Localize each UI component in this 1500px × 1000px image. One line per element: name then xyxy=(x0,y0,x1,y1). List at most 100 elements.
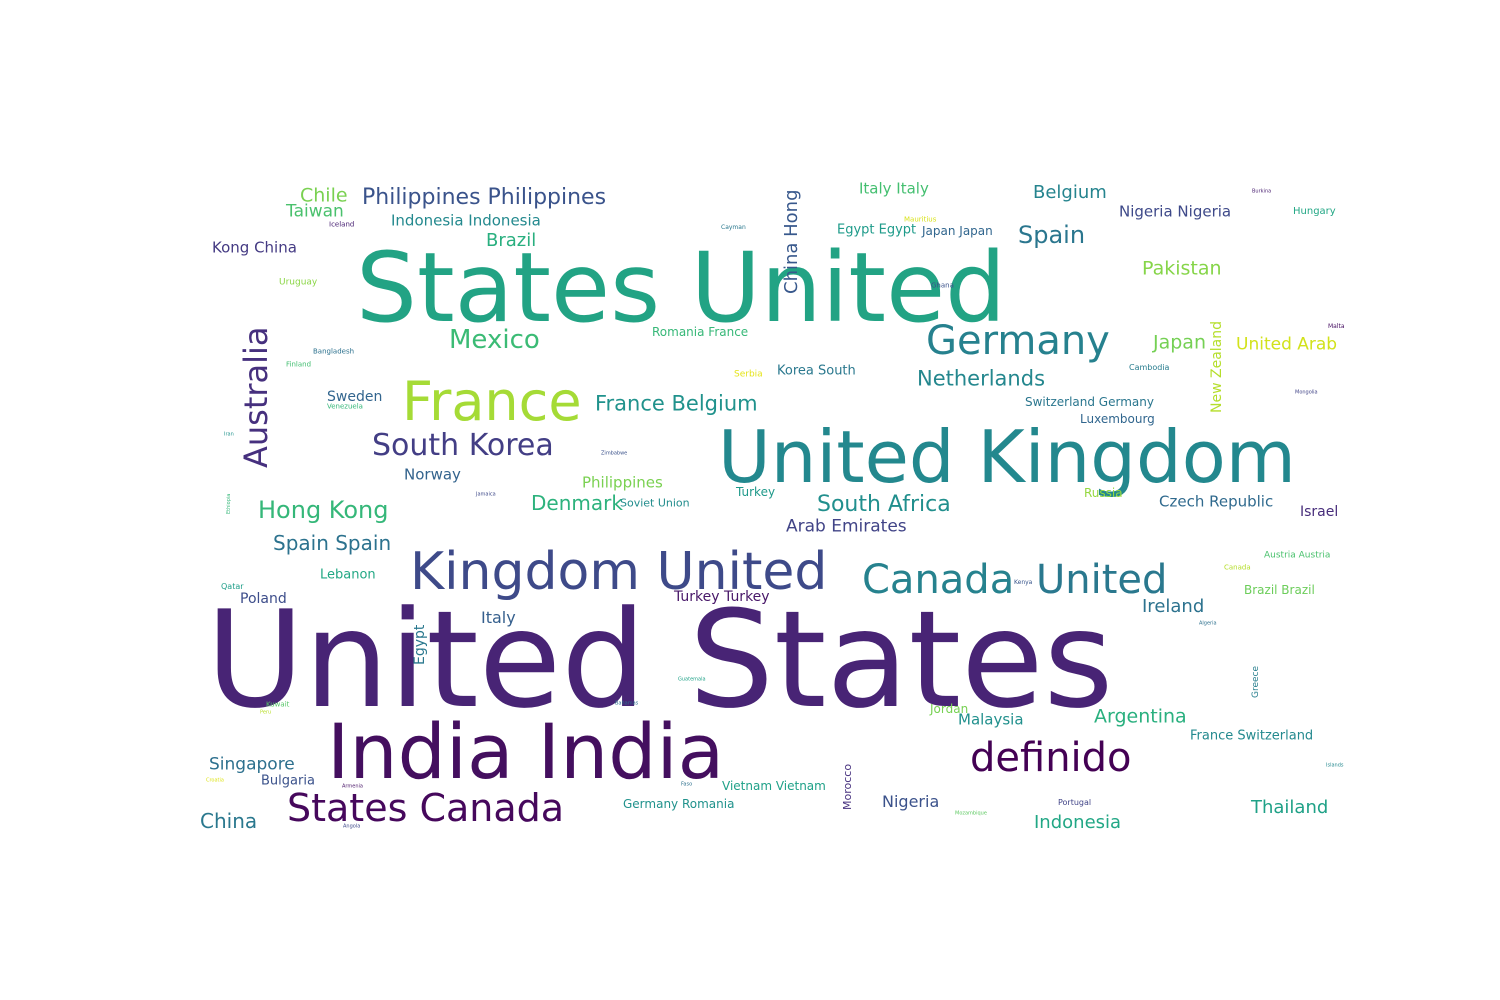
word-argentina: Argentina xyxy=(1094,705,1187,728)
word-zimbabwe: Zimbabwe xyxy=(601,450,628,457)
word-luxembourg: Luxembourg xyxy=(1080,412,1155,426)
word-south-africa: South Africa xyxy=(817,492,951,517)
word-islands: Islands xyxy=(1326,762,1344,769)
word-kuwait: Kuwait xyxy=(266,700,290,709)
word-armenia: Armenia xyxy=(342,783,363,790)
word-indonesia: Indonesia xyxy=(1034,812,1122,833)
word-cayman: Cayman xyxy=(721,224,746,231)
word-spain: Spain xyxy=(1018,221,1086,249)
word-states-united: States United xyxy=(356,232,1007,344)
word-sweden: Sweden xyxy=(327,389,383,405)
word-austria-austria: Austria Austria xyxy=(1264,550,1331,561)
word-france-switzerland: France Switzerland xyxy=(1190,728,1314,744)
word-switzerland-germany: Switzerland Germany xyxy=(1025,395,1154,409)
word-ethiopia: Ethiopia xyxy=(226,493,232,514)
word-peru: Peru xyxy=(260,709,272,716)
word-jordan: Jordan xyxy=(930,702,969,716)
word-mozambique: Mozambique xyxy=(955,810,987,817)
word-malta: Malta xyxy=(1328,323,1345,330)
word-france: France xyxy=(402,370,582,433)
word-uruguay: Uruguay xyxy=(279,277,318,288)
word-brazil-brazil: Brazil Brazil xyxy=(1244,583,1315,597)
word-egypt-egypt: Egypt Egypt xyxy=(837,222,917,238)
word-poland: Poland xyxy=(240,591,287,607)
word-states-canada: States Canada xyxy=(287,786,565,830)
word-czech-republic: Czech Republic xyxy=(1159,492,1274,511)
word-netherlands: Netherlands xyxy=(917,366,1046,391)
word-united-arab: United Arab xyxy=(1236,334,1338,355)
word-france-belgium: France Belgium xyxy=(595,391,758,416)
word-italy: Italy xyxy=(481,608,516,627)
word-canada: Canada xyxy=(1224,563,1251,572)
word-australia: Australia xyxy=(237,326,275,468)
word-nigeria: Nigeria xyxy=(882,792,940,811)
word-burkina: Burkina xyxy=(1252,188,1272,195)
word-taiwan: Taiwan xyxy=(286,201,344,222)
word-kong-china: Kong China xyxy=(212,238,297,257)
word-india-india: India India xyxy=(327,707,725,796)
word-faso: Faso xyxy=(681,781,693,788)
word-greece: Greece xyxy=(1251,665,1261,698)
word-algeria: Algeria xyxy=(1199,620,1217,627)
word-cambodia: Cambodia xyxy=(1129,363,1170,372)
word-spain-spain: Spain Spain xyxy=(273,531,392,555)
word-singapore: Singapore xyxy=(209,754,295,775)
word-mexico: Mexico xyxy=(449,325,540,355)
word-iran: Iran xyxy=(224,431,234,438)
word-egypt: Egypt xyxy=(412,624,428,665)
word-definido: definido xyxy=(970,735,1132,781)
word-turkey-turkey: Turkey Turkey xyxy=(674,589,770,605)
word-romania-france: Romania France xyxy=(652,325,749,339)
word-chile: Chile xyxy=(300,184,348,207)
word-jamaica: Jamaica xyxy=(476,491,496,498)
word-malaysia: Malaysia xyxy=(958,710,1024,729)
word-turkey: Turkey xyxy=(736,485,776,499)
word-south-korea: South Korea xyxy=(372,428,554,463)
word-venezuela: Venezuela xyxy=(327,402,363,411)
word-kenya: Kenya xyxy=(1014,579,1033,586)
word-new-zealand: New Zealand xyxy=(1209,321,1225,413)
word-qatar: Qatar xyxy=(221,582,244,591)
word-belgium: Belgium xyxy=(1033,182,1107,203)
word-japan-japan: Japan Japan xyxy=(922,224,993,238)
word-ghana: Ghana xyxy=(931,281,954,290)
word-croatia: Croatia xyxy=(206,777,224,784)
word-indonesia-indonesia: Indonesia Indonesia xyxy=(391,211,541,230)
word-soviet-union: Soviet Union xyxy=(620,496,690,510)
word-nigeria-nigeria: Nigeria Nigeria xyxy=(1119,202,1232,221)
word-mongolia: Mongolia xyxy=(1295,389,1318,396)
word-guatemala: Guatemala xyxy=(678,676,706,683)
word-serbia: Serbia xyxy=(734,369,763,380)
word-china-hong: China Hong xyxy=(781,189,802,294)
word-bulgaria: Bulgaria xyxy=(261,773,315,789)
word-angola: Angola xyxy=(343,823,361,830)
word-lebanon: Lebanon xyxy=(320,567,376,583)
word-united: United xyxy=(1036,557,1168,603)
word-germany: Germany xyxy=(926,318,1110,364)
word-israel: Israel xyxy=(1300,504,1339,520)
word-united-states: United States xyxy=(206,582,1114,738)
word-germany-romania: Germany Romania xyxy=(623,797,735,811)
word-canada: Canada xyxy=(862,557,1015,603)
word-united-kingdom: United Kingdom xyxy=(718,415,1296,499)
word-hungary: Hungary xyxy=(1293,206,1336,217)
word-finland: Finland xyxy=(286,360,312,369)
word-hong-kong: Hong Kong xyxy=(258,496,389,524)
word-morocco: Morocco xyxy=(841,763,854,810)
word-thailand: Thailand xyxy=(1251,797,1329,818)
word-japan: Japan xyxy=(1153,331,1206,354)
word-iceland: Iceland xyxy=(329,220,355,229)
word-brazil: Brazil xyxy=(486,230,537,251)
word-russia: Russia xyxy=(1084,486,1123,500)
word-ireland: Ireland xyxy=(1142,596,1205,617)
word-italy-italy: Italy Italy xyxy=(859,179,929,198)
word-philippines: Philippines xyxy=(582,473,663,492)
word-norway: Norway xyxy=(404,465,461,484)
word-pakistan: Pakistan xyxy=(1142,257,1222,280)
word-portugal: Portugal xyxy=(1058,798,1092,807)
word-arab-emirates: Arab Emirates xyxy=(786,516,907,537)
word-bangladesh: Bangladesh xyxy=(313,347,355,356)
word-china: China xyxy=(200,809,258,833)
word-mauritius: Mauritius xyxy=(904,215,937,224)
